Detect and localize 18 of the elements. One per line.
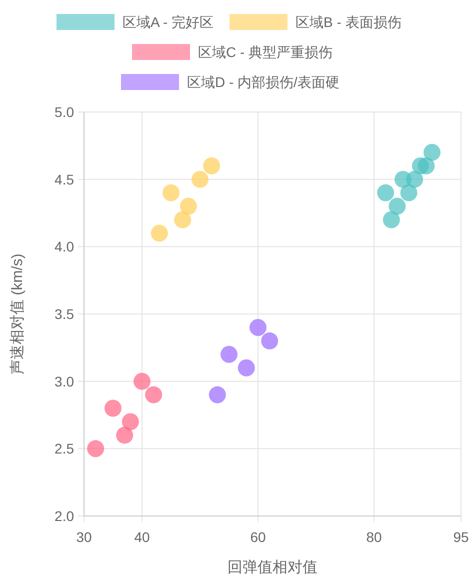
x-tick-label: 40 bbox=[134, 529, 150, 545]
y-tick-label: 2.0 bbox=[54, 508, 74, 524]
x-tick-label: 95 bbox=[453, 529, 469, 545]
legend-label: 区域B - 表面损伤 bbox=[296, 14, 402, 30]
legend-label: 区域C - 典型严重损伤 bbox=[198, 44, 333, 60]
x-tick-label: 30 bbox=[76, 529, 92, 545]
y-tick-label: 5.0 bbox=[54, 104, 74, 120]
y-tick-label: 2.5 bbox=[54, 440, 74, 457]
x-tick-label: 80 bbox=[366, 529, 382, 545]
legend-label: 区域D - 内部损伤/表面硬 bbox=[187, 74, 340, 90]
y-tick-label: 4.5 bbox=[54, 171, 74, 188]
legend-label: 区域A - 完好区 bbox=[122, 14, 214, 30]
x-axis-title: 回弹值相对值 bbox=[228, 559, 318, 576]
y-axis-title: 声速相对值 (km/s) bbox=[9, 254, 26, 374]
y-tick-label: 4.0 bbox=[54, 238, 74, 255]
y-tick-label: 3.0 bbox=[54, 373, 74, 390]
y-tick-label: 3.5 bbox=[54, 306, 74, 322]
x-tick-label: 60 bbox=[250, 529, 266, 545]
